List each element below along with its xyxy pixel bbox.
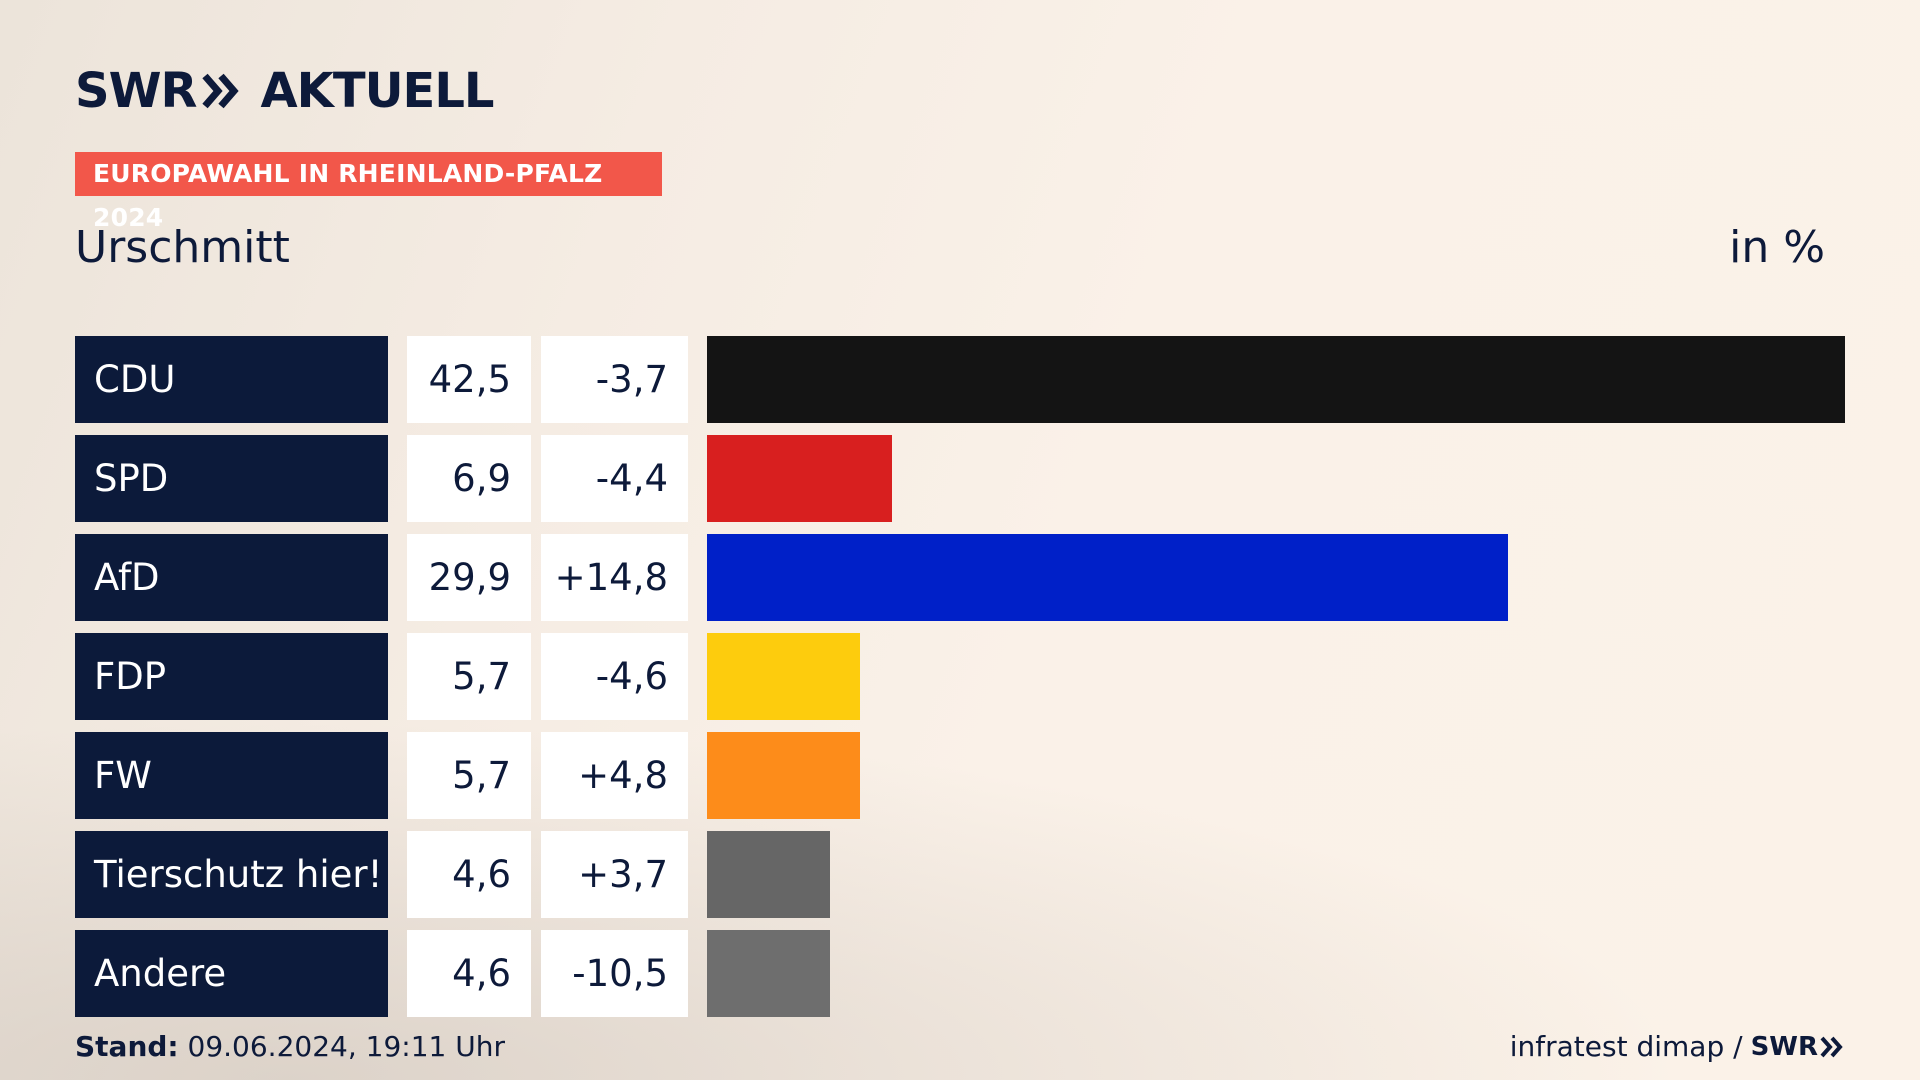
party-bar: [707, 336, 1845, 423]
source-credit: infratest dimap / SWR: [1510, 1030, 1844, 1063]
party-value: 5,7: [407, 633, 531, 720]
source-text: infratest dimap /: [1509, 1030, 1743, 1063]
logo-brand: SWR: [75, 63, 197, 119]
election-tag: EUROPAWAHL IN RHEINLAND-PFALZ 2024: [75, 152, 662, 232]
party-bar: [707, 633, 860, 720]
party-diff: -4,4: [541, 435, 688, 522]
party-bar: [707, 732, 860, 819]
party-diff: -4,6: [541, 633, 688, 720]
party-name: AfD: [75, 534, 388, 621]
double-chevron-icon: [202, 73, 240, 109]
party-diff: +3,7: [541, 831, 688, 918]
municipality-title: Urschmitt: [75, 222, 290, 273]
party-diff: -10,5: [541, 930, 688, 1017]
party-name: CDU: [75, 336, 388, 423]
party-bar: [707, 435, 892, 522]
swr-aktuell-logo: SWR AKTUELL: [75, 63, 495, 119]
party-value: 4,6: [407, 930, 531, 1017]
party-value: 6,9: [407, 435, 531, 522]
party-value: 5,7: [407, 732, 531, 819]
party-name: Andere: [75, 930, 388, 1017]
party-name: FDP: [75, 633, 388, 720]
stand-label: Stand:: [75, 1030, 179, 1063]
source-brand: SWR: [1750, 1031, 1818, 1062]
logo-product: AKTUELL: [260, 63, 494, 119]
unit-label: in %: [1729, 222, 1825, 273]
party-diff: -3,7: [541, 336, 688, 423]
timestamp: Stand: 09.06.2024, 19:11 Uhr: [75, 1030, 505, 1063]
party-bar: [707, 831, 830, 918]
party-value: 42,5: [407, 336, 531, 423]
stand-value: 09.06.2024, 19:11 Uhr: [178, 1030, 505, 1063]
source-brand-logo: SWR: [1751, 1032, 1844, 1062]
double-chevron-small-icon: [1820, 1036, 1843, 1057]
party-bar: [707, 930, 830, 1017]
party-name: Tierschutz hier!: [75, 831, 388, 918]
party-value: 4,6: [407, 831, 531, 918]
party-bar: [707, 534, 1508, 621]
party-name: FW: [75, 732, 388, 819]
party-diff: +4,8: [541, 732, 688, 819]
party-value: 29,9: [407, 534, 531, 621]
party-diff: +14,8: [541, 534, 688, 621]
party-name: SPD: [75, 435, 388, 522]
